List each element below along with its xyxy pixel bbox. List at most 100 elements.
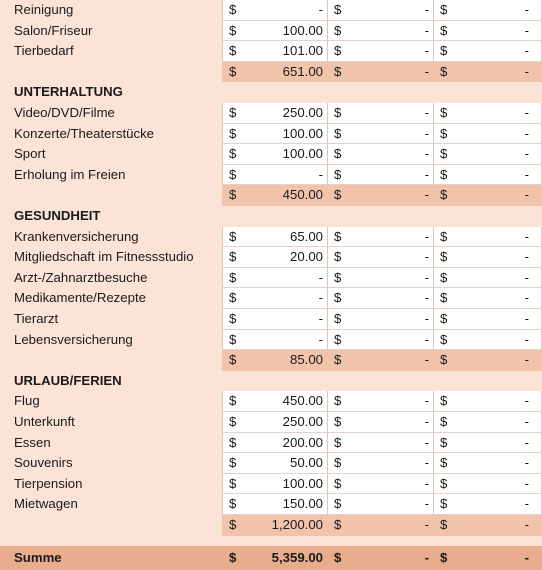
- amount-cell-3: $ -: [433, 61, 542, 83]
- row-label[interactable]: Mietwagen: [0, 494, 222, 515]
- amount-cell-1[interactable]: $101.00: [222, 41, 327, 62]
- amount-cell-1[interactable]: $100.00: [222, 20, 327, 42]
- amount-cell-2[interactable]: $ -: [327, 309, 433, 330]
- row-label[interactable]: Lebensversicherung: [0, 329, 222, 351]
- amount-cell-1[interactable]: $ -: [222, 267, 327, 289]
- amount-cell-1[interactable]: $ -: [222, 0, 327, 21]
- amount-cell-2[interactable]: $ -: [327, 226, 433, 248]
- amount-cell-2: $ -: [327, 515, 433, 536]
- amount-cell-2[interactable]: $ -: [327, 41, 433, 62]
- row-label[interactable]: Flug: [0, 391, 222, 412]
- row-label[interactable]: Tierbedarf: [0, 41, 222, 62]
- amount-cell-3[interactable]: $ -: [433, 412, 542, 433]
- amount-value: -: [524, 393, 529, 409]
- amount-cell-2[interactable]: $ -: [327, 103, 433, 124]
- amount-cell-3[interactable]: $ -: [433, 267, 542, 289]
- currency-symbol: $: [440, 269, 448, 285]
- currency-symbol: $: [440, 125, 448, 141]
- amount-cell-2[interactable]: $ -: [327, 20, 433, 42]
- row-label[interactable]: Tierarzt: [0, 309, 222, 330]
- amount-value: -: [318, 290, 323, 306]
- amount-cell-3[interactable]: $ -: [433, 0, 542, 21]
- row-label[interactable]: Salon/Friseur: [0, 20, 222, 42]
- amount-cell-2[interactable]: $ -: [327, 391, 433, 412]
- amount-cell-3[interactable]: $ -: [433, 309, 542, 330]
- amount-cell-2[interactable]: $ -: [327, 288, 433, 309]
- amount-cell-2[interactable]: $ -: [327, 267, 433, 289]
- amount-cell-1[interactable]: $250.00: [222, 103, 327, 124]
- amount-cell-2[interactable]: $ -: [327, 453, 433, 474]
- row-label[interactable]: Tierpension: [0, 473, 222, 495]
- row-label[interactable]: Erholung im Freien: [0, 164, 222, 186]
- amount-cell-1[interactable]: $200.00: [222, 432, 327, 454]
- amount-cell-1[interactable]: $50.00: [222, 453, 327, 474]
- amount-cell-1[interactable]: $ -: [222, 164, 327, 186]
- table-row: Arzt-/Zahnarztbesuche $ - $ - $ -: [0, 267, 542, 289]
- amount-cell-1[interactable]: $ -: [222, 309, 327, 330]
- row-label[interactable]: Arzt-/Zahnarztbesuche: [0, 267, 222, 289]
- amount-cell-1[interactable]: $100.00: [222, 144, 327, 165]
- amount-cell-3[interactable]: $ -: [433, 226, 542, 248]
- amount-cell-2: $ -: [327, 350, 433, 371]
- amount-cell-1[interactable]: $100.00: [222, 473, 327, 495]
- amount-cell-3[interactable]: $ -: [433, 329, 542, 351]
- row-label[interactable]: Reinigung: [0, 0, 222, 21]
- amount-value: -: [424, 125, 429, 141]
- amount-cell-3[interactable]: $ -: [433, 453, 542, 474]
- amount-cell-2[interactable]: $ -: [327, 329, 433, 351]
- currency-symbol: $: [334, 125, 342, 141]
- amount-cell-2[interactable]: $ -: [327, 247, 433, 268]
- amount-cell-1[interactable]: $100.00: [222, 123, 327, 145]
- currency-symbol: $: [334, 269, 342, 285]
- currency-symbol: $: [229, 455, 237, 471]
- amount-cell-1[interactable]: $ -: [222, 329, 327, 351]
- amount-value: 101.00: [282, 43, 323, 59]
- amount-cell-3[interactable]: $ -: [433, 432, 542, 454]
- amount-cell-2[interactable]: $ -: [327, 494, 433, 515]
- amount-cell-3[interactable]: $ -: [433, 391, 542, 412]
- amount-cell-1[interactable]: $ -: [222, 288, 327, 309]
- amount-cell-1[interactable]: $20.00: [222, 247, 327, 268]
- row-label[interactable]: Mitgliedschaft im Fitnessstudio: [0, 247, 222, 268]
- row-label[interactable]: Medikamente/Rezepte: [0, 288, 222, 309]
- amount-value: -: [524, 146, 529, 162]
- amount-cell-2[interactable]: $ -: [327, 432, 433, 454]
- amount-cell-3[interactable]: $ -: [433, 144, 542, 165]
- amount-cell-1: $450.00: [222, 185, 327, 206]
- amount-cell-1[interactable]: $450.00: [222, 391, 327, 412]
- amount-cell-3[interactable]: $ -: [433, 103, 542, 124]
- currency-symbol: $: [440, 331, 448, 347]
- amount-value: 100.00: [282, 146, 323, 162]
- amount-cell-1: $651.00: [222, 61, 327, 83]
- amount-cell-3[interactable]: $ -: [433, 20, 542, 42]
- row-label[interactable]: Krankenversicherung: [0, 226, 222, 248]
- amount-cell-1[interactable]: $250.00: [222, 412, 327, 433]
- amount-cell-3[interactable]: $ -: [433, 41, 542, 62]
- row-label[interactable]: Essen: [0, 432, 222, 454]
- amount-cell-3[interactable]: $ -: [433, 288, 542, 309]
- row-label[interactable]: Sport: [0, 144, 222, 165]
- row-label[interactable]: Souvenirs: [0, 453, 222, 474]
- currency-symbol: $: [334, 496, 342, 512]
- amount-cell-3[interactable]: $ -: [433, 494, 542, 515]
- amount-value: -: [318, 166, 323, 182]
- amount-cell-2: $ -: [327, 61, 433, 83]
- amount-cell-2[interactable]: $ -: [327, 144, 433, 165]
- row-label[interactable]: Video/DVD/Filme: [0, 103, 222, 124]
- amount-cell-2[interactable]: $ -: [327, 412, 433, 433]
- amount-cell-2[interactable]: $ -: [327, 473, 433, 495]
- currency-symbol: $: [334, 105, 342, 120]
- amount-cell-2[interactable]: $ -: [327, 0, 433, 21]
- amount-cell-3[interactable]: $ -: [433, 164, 542, 186]
- row-label[interactable]: Konzerte/Theaterstücke: [0, 123, 222, 145]
- table-row: Flug $450.00 $ - $ -: [0, 391, 542, 412]
- amount-cell-2[interactable]: $ -: [327, 164, 433, 186]
- amount-cell-3[interactable]: $ -: [433, 473, 542, 495]
- amount-cell-1[interactable]: $150.00: [222, 494, 327, 515]
- amount-cell-3[interactable]: $ -: [433, 247, 542, 268]
- currency-symbol: $: [229, 290, 237, 306]
- amount-cell-1[interactable]: $65.00: [222, 226, 327, 248]
- amount-cell-2[interactable]: $ -: [327, 123, 433, 145]
- amount-cell-3[interactable]: $ -: [433, 123, 542, 145]
- row-label[interactable]: Unterkunft: [0, 412, 222, 433]
